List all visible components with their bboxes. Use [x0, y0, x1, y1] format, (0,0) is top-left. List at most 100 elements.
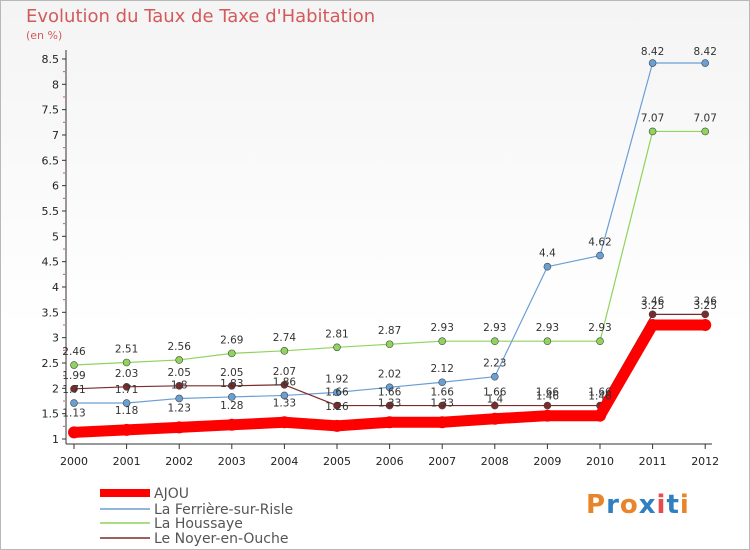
- data-point: [70, 399, 78, 407]
- data-label: 8.42: [694, 46, 717, 58]
- data-label: 1.66: [325, 387, 349, 399]
- data-label: 4.62: [588, 237, 611, 249]
- data-point: [280, 380, 289, 389]
- data-label: 3.46: [694, 295, 718, 307]
- data-point: [438, 401, 447, 410]
- data-point: [594, 409, 606, 422]
- y-tick-label: 1.5: [42, 408, 60, 421]
- data-point: [280, 391, 289, 400]
- data-label: 2.05: [220, 367, 243, 379]
- data-label: 2.93: [431, 322, 454, 334]
- y-tick-label: 4.5: [42, 256, 60, 269]
- logo-letter: i: [656, 490, 667, 520]
- y-tick-label: 4: [52, 281, 59, 294]
- data-label: 1.33: [431, 397, 454, 409]
- y-tick-label: 3.5: [42, 306, 60, 319]
- y-tick-label: 8: [52, 78, 59, 91]
- data-label: 7.07: [641, 112, 664, 124]
- x-tick-label: 2001: [113, 455, 141, 468]
- data-point: [385, 383, 394, 392]
- data-label: 2.02: [378, 368, 401, 380]
- data-point: [175, 356, 183, 364]
- data-point: [228, 381, 236, 390]
- data-point: [173, 421, 186, 434]
- legend-label: La Houssaye: [154, 516, 243, 532]
- data-label: 2.56: [168, 341, 192, 353]
- data-point: [596, 337, 604, 346]
- data-label: 1.26: [325, 401, 349, 413]
- data-label: 3.25: [641, 300, 664, 312]
- data-point: [699, 318, 712, 331]
- data-point: [333, 388, 341, 397]
- data-point: [543, 262, 552, 271]
- x-tick-label: 2006: [376, 455, 404, 468]
- logo-letter: i: [679, 490, 690, 520]
- y-tick-label: 3: [52, 332, 59, 345]
- data-point: [490, 372, 499, 381]
- x-tick-label: 2011: [639, 455, 667, 468]
- y-tick-label: 7.5: [42, 104, 60, 117]
- data-point: [436, 416, 449, 429]
- data-point: [70, 385, 78, 393]
- x-tick-label: 2010: [586, 455, 614, 468]
- x-tick-label: 2012: [691, 455, 719, 468]
- data-label: 3.46: [641, 295, 665, 307]
- data-label: 2.46: [62, 346, 86, 358]
- data-point: [701, 310, 710, 319]
- x-tick-label: 2007: [428, 455, 456, 468]
- data-label: 1.99: [62, 370, 85, 382]
- data-point: [596, 251, 604, 260]
- x-tick-label: 2008: [481, 455, 509, 468]
- data-point: [438, 337, 447, 346]
- data-label: 1.8: [171, 379, 188, 391]
- y-tick-label: 6: [52, 180, 59, 193]
- y-tick-label: 6.5: [42, 154, 60, 167]
- data-point: [541, 409, 554, 422]
- logo-letter: P: [586, 490, 607, 520]
- y-tick-label: 8.5: [42, 53, 60, 66]
- data-label: 1.23: [168, 402, 191, 414]
- data-label: 2.05: [168, 367, 191, 379]
- data-point: [228, 349, 236, 358]
- data-point: [280, 347, 289, 355]
- y-tick-label: 2.5: [42, 357, 60, 370]
- data-label: 2.12: [431, 363, 454, 375]
- data-label: 1.66: [588, 387, 612, 399]
- data-point: [701, 127, 710, 136]
- logo-letter: o: [619, 490, 639, 520]
- data-label: 3.25: [694, 300, 717, 312]
- data-point: [225, 418, 238, 431]
- data-label: 1.46: [588, 391, 612, 403]
- data-point: [385, 401, 394, 410]
- data-label: 2.93: [536, 322, 559, 334]
- data-label: 2.74: [273, 332, 297, 344]
- x-tick-label: 2000: [60, 455, 88, 468]
- x-tick-label: 2005: [323, 455, 351, 468]
- data-label: 1.71: [115, 384, 138, 396]
- data-label: 2.93: [588, 322, 611, 334]
- data-label: 1.92: [325, 373, 348, 385]
- data-label: 1.66: [483, 387, 507, 399]
- chart-title: Evolution du Taux de Taxe d'Habitation: [26, 6, 376, 27]
- data-label: 1.18: [115, 405, 138, 417]
- data-label: 4.4: [539, 248, 556, 260]
- data-point: [438, 378, 447, 387]
- data-point: [122, 383, 131, 391]
- data-label: 8.42: [641, 46, 664, 58]
- y-tick-label: 5.5: [42, 205, 60, 218]
- data-point: [490, 401, 499, 410]
- data-point: [278, 416, 291, 429]
- data-point: [648, 127, 657, 136]
- data-label: 2.81: [325, 328, 348, 340]
- data-label: 1.83: [220, 378, 243, 390]
- data-label: 2.23: [483, 358, 506, 370]
- x-tick-label: 2002: [165, 455, 193, 468]
- data-label: 2.03: [115, 368, 138, 380]
- data-point: [175, 381, 183, 390]
- data-label: 1.33: [273, 397, 296, 409]
- data-point: [120, 423, 133, 436]
- data-point: [648, 310, 657, 319]
- data-point: [333, 401, 341, 410]
- data-label: 2.87: [378, 325, 401, 337]
